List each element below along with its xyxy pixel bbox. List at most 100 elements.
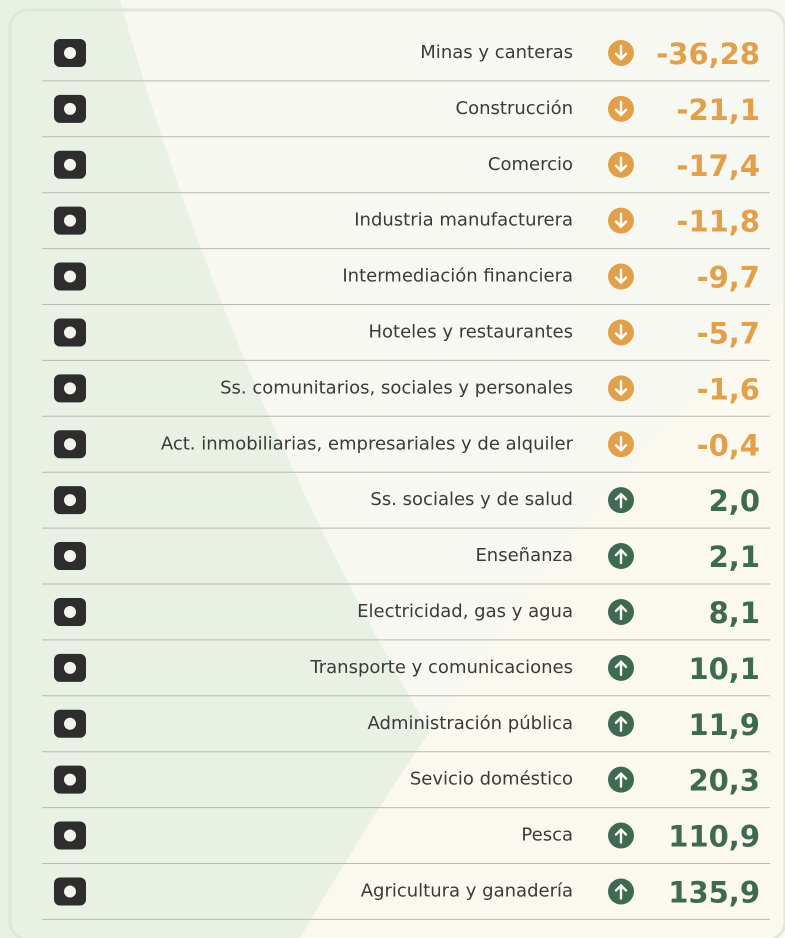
row-icon — [54, 542, 86, 571]
trend-arrow — [608, 598, 634, 625]
icon-detail — [64, 885, 76, 898]
arrow-glyph — [614, 100, 628, 117]
row-value: 110,9 — [668, 820, 760, 854]
trend-arrow — [608, 654, 634, 681]
arrow-glyph — [614, 492, 628, 509]
icon-detail — [64, 158, 76, 171]
arrow-glyph — [614, 716, 628, 732]
row-label: Administración pública — [368, 713, 573, 734]
row-icon — [54, 597, 86, 626]
row-icon — [54, 94, 86, 123]
row-label: Comercio — [488, 154, 573, 175]
row-label: Enseñanza — [475, 545, 573, 566]
trend-arrow — [608, 375, 634, 402]
trend-arrow — [608, 710, 634, 737]
icon-detail — [64, 438, 76, 451]
row-value: 2,1 — [709, 540, 760, 574]
trend-arrow — [608, 319, 634, 346]
row-value: -5,7 — [697, 316, 760, 350]
row-value: 20,3 — [688, 764, 760, 798]
arrow-glyph — [614, 660, 628, 677]
row-value: 11,9 — [688, 708, 760, 742]
rows: Minas y canteras -36,28 Construcción -21,1 C… — [42, 37, 770, 920]
row-label: Sevicio doméstico — [410, 769, 573, 790]
row-label: Hoteles y restaurantes — [368, 321, 573, 342]
row-label: Act. inmobiliarias, empresariales y de a… — [161, 433, 574, 454]
row-label: Agricultura y ganadería — [361, 880, 573, 901]
trend-arrow — [608, 151, 634, 178]
row-icon — [54, 150, 86, 179]
row-label: Electricidad, gas y agua — [357, 601, 573, 622]
arrow-glyph — [614, 268, 628, 285]
row-value: -21,1 — [676, 93, 760, 127]
row-value: -9,7 — [697, 261, 760, 295]
icon-detail — [64, 550, 76, 563]
arrow-glyph — [614, 212, 628, 229]
arrow-glyph — [614, 883, 628, 900]
row-icon — [54, 262, 86, 291]
background-curve — [300, 300, 785, 938]
row-icon — [54, 206, 86, 235]
trend-arrow — [608, 878, 634, 905]
row-label: Industria manufacturera — [354, 210, 573, 231]
row-label: Transporte y comunicaciones — [309, 657, 573, 678]
row-icon — [54, 318, 86, 347]
arrow-glyph — [614, 604, 628, 621]
icon-detail — [64, 494, 76, 507]
icon-detail — [64, 326, 76, 339]
arrow-glyph — [614, 324, 628, 341]
arrow-glyph — [614, 771, 628, 788]
arrow-glyph — [614, 44, 628, 61]
row-icon — [54, 877, 86, 906]
icon-detail — [64, 46, 76, 59]
arrow-glyph — [614, 380, 628, 397]
trend-arrow — [608, 263, 634, 290]
trend-arrow — [608, 543, 634, 570]
row-icon — [54, 430, 86, 459]
trend-arrow — [608, 207, 634, 234]
row-value: -1,6 — [697, 372, 760, 406]
trend-arrow — [608, 39, 634, 66]
row-icon — [54, 374, 86, 403]
icon-detail — [64, 214, 76, 227]
row-value: 2,0 — [709, 484, 760, 518]
row-label: Pesca — [521, 825, 573, 846]
arrow-glyph — [614, 156, 628, 173]
row-value: -0,4 — [697, 428, 760, 462]
frame — [8, 8, 785, 938]
row-value: 8,1 — [709, 596, 760, 630]
row-label: Intermediación financiera — [342, 266, 573, 287]
row-value: -11,8 — [676, 205, 760, 239]
icon-detail — [64, 661, 76, 674]
row-icon — [54, 765, 86, 794]
icon-detail — [64, 102, 76, 115]
row-icon — [54, 486, 86, 515]
icon-detail — [64, 717, 76, 730]
arrow-glyph — [614, 436, 628, 452]
row-value: 10,1 — [688, 652, 760, 686]
row-icon — [54, 653, 86, 682]
trend-arrow — [608, 766, 634, 793]
row-label: Construcción — [456, 98, 573, 119]
trend-arrow — [608, 431, 634, 458]
icon-detail — [64, 270, 76, 283]
trend-arrow — [608, 822, 634, 849]
row-value: -36,28 — [656, 37, 760, 71]
icon-detail — [64, 382, 76, 395]
icon-detail — [64, 773, 76, 786]
row-icon — [54, 821, 86, 850]
icon-detail — [64, 605, 76, 618]
row-label: Minas y canteras — [420, 42, 573, 63]
row-label: Ss. comunitarios, sociales y personales — [220, 377, 573, 398]
row-icon — [54, 38, 86, 67]
arrow-glyph — [614, 827, 628, 844]
row-icon — [54, 709, 86, 738]
arrow-glyph — [614, 548, 628, 565]
icon-detail — [64, 829, 76, 842]
row-label: Ss. sociales y de salud — [370, 489, 573, 510]
row-value: -17,4 — [676, 149, 760, 183]
row-value: 135,9 — [668, 875, 760, 909]
trend-arrow — [608, 487, 634, 514]
